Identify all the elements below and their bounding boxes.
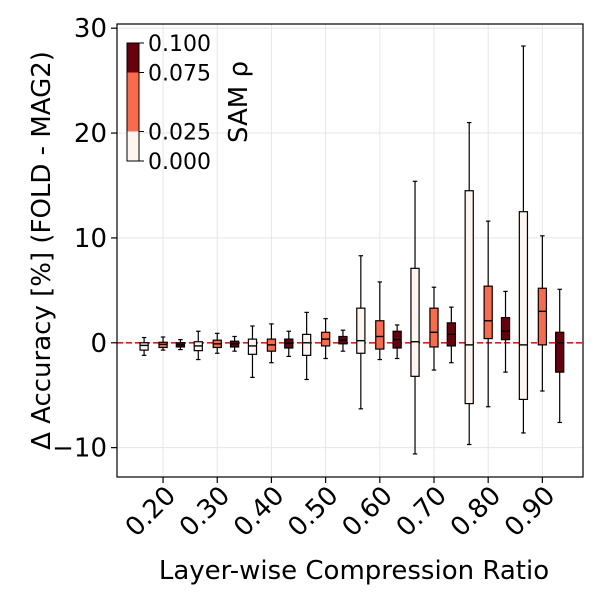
x-tick-label: 0.90: [499, 481, 561, 543]
box-iqr: [537, 287, 548, 346]
box-iqr: [483, 285, 493, 340]
box-iqr: [247, 338, 258, 355]
box-rho-0-000: [247, 325, 258, 378]
box-group-0-60: [356, 255, 402, 410]
colorbar-segment: [127, 43, 139, 73]
box-iqr: [555, 331, 565, 373]
box-rho-0-100: [500, 290, 511, 373]
box-rho-0-100: [338, 329, 348, 352]
y-tick-label: −10: [52, 434, 107, 464]
box-rho-0-025: [537, 235, 548, 392]
colorbar-tick-label: 0.100: [148, 32, 211, 57]
x-tick-label: 0.50: [282, 481, 344, 543]
colorbar-segment: [127, 72, 139, 132]
box-rho-0-000: [139, 336, 149, 356]
y-tick-label: 0: [90, 329, 107, 359]
box-rho-0-025: [483, 220, 493, 408]
y-tick-label: 30: [74, 14, 107, 44]
y-tick-label: 10: [74, 224, 107, 254]
box-rho-0-100: [229, 335, 240, 352]
colorbar-segment: [127, 131, 139, 161]
x-tick-label: 0.60: [337, 481, 399, 543]
colorbar-label: SAM ρ: [224, 61, 254, 143]
box-rho-0-025: [320, 318, 331, 360]
grid: [117, 24, 583, 477]
box-rho-0-100: [284, 330, 294, 358]
box-rho-0-025: [429, 286, 439, 371]
box-iqr: [301, 333, 312, 356]
box-groups: [139, 45, 565, 455]
box-iqr: [429, 307, 439, 348]
box-rho-0-000: [356, 255, 366, 410]
box-rho-0-000: [410, 180, 420, 455]
plot-frame: [116, 23, 584, 478]
box-rho-0-025: [266, 323, 277, 364]
x-axis: 0.200.300.400.500.600.700.800.90: [120, 477, 561, 543]
x-tick-label: 0.40: [228, 481, 290, 543]
box-group-0-40: [247, 323, 294, 378]
box-group-0-30: [193, 330, 240, 361]
box-rho-0-100: [175, 339, 186, 351]
box-group-0-20: [139, 336, 186, 356]
box-iqr: [356, 307, 366, 354]
box-rho-0-100: [555, 288, 565, 424]
x-tick-label: 0.80: [445, 481, 507, 543]
box-iqr: [500, 317, 511, 341]
box-rho-0-025: [212, 332, 222, 354]
box-group-0-80: [464, 121, 511, 446]
x-axis-title: Layer-wise Compression Ratio: [159, 556, 549, 586]
box-group-0-50: [301, 311, 348, 381]
y-axis-title: Δ Accuracy [%] (FOLD - MAG2): [27, 51, 57, 450]
x-tick-label: 0.70: [391, 481, 453, 543]
x-tick-label: 0.20: [120, 481, 182, 543]
box-iqr: [464, 190, 474, 405]
box-group-0-90: [518, 45, 565, 434]
box-rho-0-000: [193, 330, 203, 361]
box-iqr: [375, 320, 385, 350]
box-iqr: [518, 211, 529, 401]
colorbar-outline: [126, 42, 140, 162]
box-iqr: [139, 342, 149, 351]
colorbar: 0.000 0.025 0.075 0.100: [126, 32, 211, 175]
box-iqr: [410, 267, 420, 377]
box-group-0-70: [410, 180, 456, 455]
colorbar-tick-label: 0.025: [148, 121, 211, 146]
colorbar-tick-label: 0.000: [148, 150, 211, 175]
box-rho-0-000: [464, 121, 474, 446]
box-rho-0-025: [375, 281, 385, 361]
y-tick-label: 20: [74, 119, 107, 149]
box-rho-0-000: [518, 45, 529, 434]
box-rho-0-000: [301, 311, 312, 381]
y-axis: −10 0 10 20 30: [52, 14, 117, 464]
box-rho-0-100: [446, 306, 456, 364]
colorbar-tick-label: 0.075: [148, 62, 211, 87]
box-rho-0-025: [158, 336, 168, 351]
box-rho-0-100: [392, 324, 402, 360]
x-tick-label: 0.30: [174, 481, 236, 543]
